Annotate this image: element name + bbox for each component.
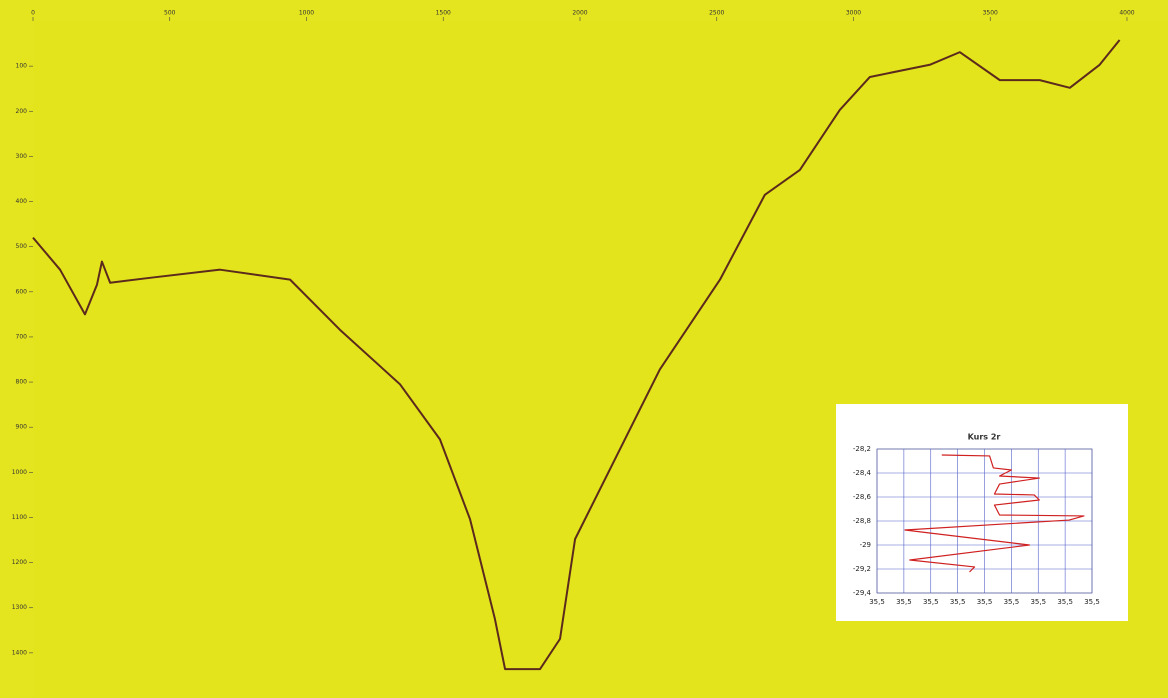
y-tick-label: 500 — [16, 243, 28, 250]
x-tick-label: 35,5 — [1084, 598, 1100, 606]
y-tick-label: 1400 — [12, 649, 27, 656]
y-tick-label: 1000 — [12, 469, 27, 476]
x-tick-label: 1500 — [436, 10, 451, 17]
y-tick-label: 300 — [16, 153, 28, 160]
y-tick-label: -29,4 — [853, 589, 872, 597]
y-tick-label: -28,4 — [853, 469, 872, 477]
inset-title: Kurs 2r — [968, 433, 1001, 442]
x-tick-label: 0 — [31, 10, 35, 17]
x-tick-label: 500 — [164, 10, 176, 17]
chart: Kurs 2r 0 500 1000 1500 2000 2500 3000 3500 4000… — [0, 0, 1168, 698]
x-tick-label: 2500 — [709, 10, 724, 17]
y-tick-label: -28,8 — [853, 517, 871, 525]
x-tick-label: 35,5 — [950, 598, 966, 606]
y-tick-label: -29 — [860, 541, 871, 549]
y-tick-label: 400 — [16, 198, 28, 205]
y-tick-label: 1200 — [12, 559, 27, 566]
y-tick-label: 700 — [16, 333, 28, 340]
x-tick-label: 3000 — [846, 10, 861, 17]
y-tick-label: 100 — [16, 63, 28, 70]
y-tick-label: -28,6 — [853, 493, 872, 501]
y-tick-label: 1300 — [12, 604, 27, 611]
y-tick-label: 800 — [16, 379, 28, 386]
x-tick-label: 3500 — [983, 10, 998, 17]
x-tick-label: 4000 — [1119, 10, 1134, 17]
y-tick-label: 600 — [16, 288, 28, 295]
x-tick-label: 35,5 — [1030, 598, 1046, 606]
x-tick-label: 35,5 — [923, 598, 939, 606]
y-tick-label: 1100 — [12, 514, 27, 521]
x-tick-label: 35,5 — [977, 598, 993, 606]
x-tick-label: 1000 — [299, 10, 314, 17]
y-tick-label: -29,2 — [853, 565, 871, 573]
x-tick-label: 35,5 — [869, 598, 885, 606]
x-tick-label: 35,5 — [1004, 598, 1020, 606]
y-tick-label: 900 — [16, 424, 28, 431]
x-tick-label: 2000 — [572, 10, 587, 17]
page: {"chart_data": [ {"type": "line", "x": [… — [0, 0, 1168, 698]
y-tick-label: 200 — [16, 108, 28, 115]
x-tick-label: 35,5 — [1057, 598, 1073, 606]
y-tick-label: -28,2 — [853, 445, 871, 453]
x-tick-label: 35,5 — [896, 598, 912, 606]
